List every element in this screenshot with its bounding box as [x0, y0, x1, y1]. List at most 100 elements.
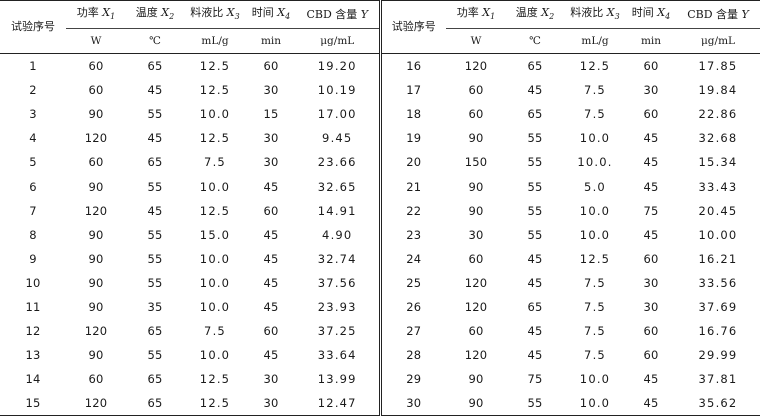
liquid-ratio-cell-left: 7.5 — [204, 324, 226, 339]
time-cell-left: 45 — [263, 275, 279, 290]
cbd-content-cell-right: 16.76 — [698, 324, 738, 339]
liquid-ratio-cell-right: 7.5 — [584, 348, 606, 363]
header-ratio-sub: 3 — [234, 11, 240, 21]
power-cell-right: 60 — [468, 324, 484, 339]
table-header: 试验序号 功率 X1 温度 X2 料液比 X3 时间 X4 CBD 含量 Y 试… — [0, 0, 760, 54]
temperature-cell-right: 55 — [527, 179, 543, 194]
table-row: 14 60 65 12.5 30 13.99 29 90 75 10.0 45 37.81 — [0, 367, 760, 392]
temperature-cell-right: 55 — [527, 227, 543, 242]
power-cell-right: 120 — [464, 299, 488, 314]
temperature-cell-left: 65 — [147, 372, 163, 387]
time-cell-left: 30 — [263, 396, 279, 411]
header-time-var: X — [277, 5, 286, 19]
table-row: 15 120 65 12.5 30 12.47 30 90 55 10.0 45 35.62 — [0, 391, 760, 416]
table-row: 3 90 55 10.0 15 17.00 18 60 65 7.5 60 22.86 — [0, 102, 760, 127]
run-index-cell-right: 27 — [406, 324, 422, 339]
header-index: 试验序号 — [11, 20, 55, 33]
liquid-ratio-cell-right: 7.5 — [584, 299, 606, 314]
table-row: 9 90 55 10.0 45 32.74 24 60 45 12.5 60 16.21 — [0, 246, 760, 271]
temperature-cell-right: 65 — [527, 107, 543, 122]
table-row: 2 60 45 12.5 30 10.19 17 60 45 7.5 30 19.84 — [0, 78, 760, 103]
run-index-cell-right: 25 — [406, 275, 422, 290]
cbd-content-cell-right: 15.34 — [698, 155, 738, 170]
time-cell-left: 45 — [263, 299, 279, 314]
temperature-cell-left: 55 — [147, 227, 163, 242]
time-cell-right: 60 — [643, 251, 659, 266]
run-index-cell-right: 24 — [406, 251, 422, 266]
cbd-content-cell-left: 37.25 — [296, 319, 382, 344]
run-index-cell-left: 13 — [25, 348, 41, 363]
cbd-content-cell-left: 19.20 — [296, 53, 382, 79]
power-cell-left: 90 — [88, 275, 104, 290]
header-temp-var: X — [161, 5, 170, 19]
time-cell-right: 60 — [643, 59, 659, 74]
cbd-content-cell-left: 4.90 — [296, 222, 382, 247]
header-time-sub-right: 4 — [665, 11, 671, 21]
unit-ratio: mL/g — [201, 35, 229, 47]
time-cell-left: 45 — [263, 348, 279, 363]
unit-power-right: W — [470, 35, 482, 47]
cbd-content-cell-left: 33.64 — [296, 343, 382, 368]
cbd-content-cell-left: 12.47 — [296, 391, 382, 416]
time-cell-right: 45 — [643, 372, 659, 387]
unit-temp-right: ℃ — [529, 35, 541, 47]
run-index-cell-left: 14 — [25, 372, 41, 387]
unit-cbd-right: μg/mL — [700, 35, 735, 47]
power-cell-right: 120 — [464, 59, 488, 74]
temperature-cell-right: 65 — [527, 299, 543, 314]
header-power-label: 功率 — [76, 5, 99, 19]
run-index-cell-right: 30 — [406, 396, 422, 411]
cbd-content-cell-right: 16.21 — [698, 251, 738, 266]
unit-time: min — [260, 35, 282, 47]
header-temp-right: 温度 X2 — [506, 0, 564, 29]
power-cell-left: 90 — [88, 348, 104, 363]
run-index-cell-right: 21 — [406, 179, 422, 194]
run-index-cell-left: 3 — [29, 107, 37, 122]
header-temp: 温度 X2 — [126, 0, 184, 29]
cbd-content-cell-right: 20.45 — [698, 203, 738, 218]
power-cell-left: 90 — [88, 179, 104, 194]
time-cell-left: 45 — [263, 179, 279, 194]
run-index-cell-left: 12 — [25, 324, 41, 339]
run-index-cell-right: 28 — [406, 348, 422, 363]
time-cell-right: 60 — [643, 107, 659, 122]
temperature-cell-left: 65 — [147, 324, 163, 339]
table-row: 5 60 65 7.5 30 23.66 20 150 55 10.0. 45 15.34 — [0, 150, 760, 175]
time-cell-left: 30 — [263, 155, 279, 170]
cbd-content-cell-right: 33.56 — [698, 275, 738, 290]
time-cell-left: 30 — [263, 83, 279, 98]
run-index-cell-left: 5 — [29, 155, 37, 170]
time-cell-right: 60 — [643, 324, 659, 339]
liquid-ratio-cell-left: 10.0 — [199, 107, 231, 122]
liquid-ratio-cell-left: 10.0 — [199, 299, 231, 314]
liquid-ratio-cell-right: 10.0 — [579, 396, 611, 411]
table-row: 7 120 45 12.5 60 14.91 22 90 55 10.0 75 20.45 — [0, 198, 760, 223]
header-time-label: 时间 — [251, 5, 274, 19]
run-index-cell-left: 4 — [29, 131, 37, 146]
table-row: 11 90 35 10.0 45 23.93 26 120 65 7.5 30 37.69 — [0, 294, 760, 320]
header-power-var: X — [102, 5, 111, 19]
power-cell-right: 60 — [468, 107, 484, 122]
run-index-cell-left: 8 — [29, 227, 37, 242]
header-index-right: 试验序号 — [391, 20, 436, 33]
run-index-cell-right: 20 — [406, 155, 422, 170]
header-power-right: 功率 X1 — [446, 0, 506, 29]
table-row: 10 90 55 10.0 45 37.56 25 120 45 7.5 30 33.56 — [0, 270, 760, 295]
run-index-cell-left: 2 — [29, 83, 37, 98]
liquid-ratio-cell-left: 10.0 — [199, 251, 231, 266]
run-index-cell-left: 7 — [29, 203, 37, 218]
power-cell-right: 90 — [468, 179, 484, 194]
run-index-cell-right: 23 — [406, 227, 422, 242]
temperature-cell-right: 55 — [527, 155, 543, 170]
run-index-cell-left: 15 — [25, 396, 41, 411]
table-row: 1 60 65 12.5 60 19.20 16 120 65 12.5 60 17.85 — [0, 53, 760, 79]
time-cell-left: 30 — [263, 372, 279, 387]
unit-time-right: min — [640, 35, 662, 47]
cbd-content-cell-left: 23.66 — [296, 150, 382, 175]
header-temp-sub-right: 2 — [549, 11, 555, 21]
liquid-ratio-cell-right: 10.0 — [579, 131, 611, 146]
run-index-cell-left: 6 — [29, 179, 37, 194]
liquid-ratio-cell-right: 12.5 — [579, 251, 611, 266]
liquid-ratio-cell-left: 12.5 — [199, 372, 231, 387]
temperature-cell-right: 45 — [527, 348, 543, 363]
